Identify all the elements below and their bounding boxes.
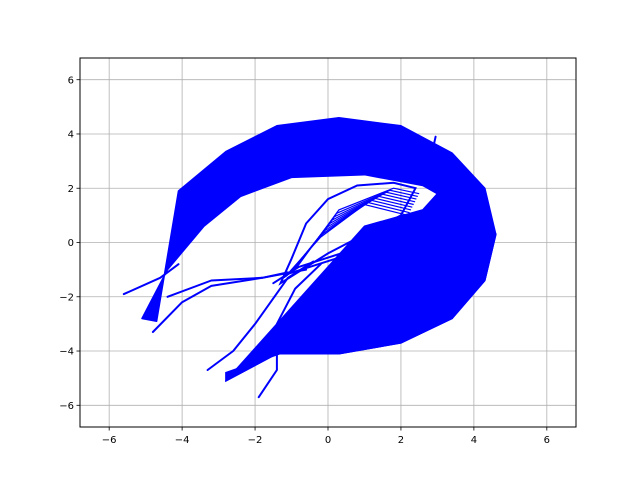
trajectory-strand — [294, 187, 420, 270]
x-tick-label: −2 — [248, 435, 263, 446]
y-tick-label: 6 — [68, 75, 74, 86]
y-tick-label: 4 — [68, 130, 74, 141]
x-tick-label: −6 — [102, 435, 117, 446]
trajectory-tail — [283, 236, 410, 277]
data-layer — [122, 116, 497, 399]
grid — [80, 58, 576, 427]
y-tick-label: −2 — [59, 292, 74, 303]
trajectory-lower-arc — [225, 233, 497, 383]
x-tick-label: 0 — [325, 435, 331, 446]
trajectory-tail — [206, 260, 315, 371]
x-tick-label: 6 — [544, 435, 550, 446]
x-tick-label: −4 — [175, 435, 190, 446]
x-tick-label: 2 — [398, 435, 404, 446]
y-tick-label: 0 — [68, 238, 74, 249]
ticks: −6 −4 −2 0 2 4 6 −6 −4 −2 0 2 4 6 — [59, 75, 550, 446]
trajectory-tail — [122, 263, 180, 296]
y-tick-label: −6 — [59, 401, 74, 412]
y-tick-label: −4 — [59, 347, 74, 358]
trajectory-tail — [257, 263, 322, 399]
trajectory-tail — [421, 135, 437, 157]
x-tick-label: 4 — [471, 435, 477, 446]
trajectory-tail — [166, 268, 308, 298]
trajectory-inner-lobe — [278, 181, 417, 286]
y-tick-label: 2 — [68, 184, 74, 195]
